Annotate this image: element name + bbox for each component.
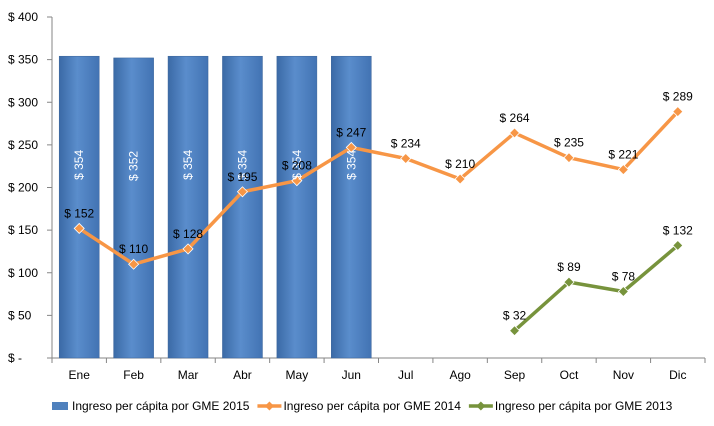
data-point-marker	[563, 276, 575, 288]
y-tick-label: $ 50	[8, 308, 32, 322]
point-data-label: $ 32	[503, 309, 527, 323]
x-tick-label: May	[286, 368, 309, 382]
bar	[58, 55, 100, 359]
data-point-marker	[672, 239, 684, 252]
legend: Ingreso per cápita por GME 2015 Ingreso p…	[52, 399, 673, 413]
bar-data-label: $ 354	[290, 150, 304, 180]
legend-label: Ingreso per cápita por GME 2014	[283, 399, 461, 413]
x-tick-label: Ago	[449, 368, 471, 382]
bar	[113, 57, 154, 359]
legend-marker	[264, 401, 274, 411]
point-data-label: $ 195	[227, 170, 257, 184]
point-data-label: $ 128	[173, 227, 203, 241]
legend-marker	[476, 401, 486, 411]
x-tick-label: Sep	[504, 368, 526, 382]
point-data-label: $ 289	[663, 90, 693, 104]
data-point-marker	[617, 285, 629, 298]
data-labels: $ 354 $ 352 $ 354 $ 354 $ 354 $ 354 $ 152 $ 110…	[64, 90, 693, 323]
bar-data-label: $ 354	[72, 150, 86, 180]
point-data-label: $ 132	[663, 223, 693, 237]
point-data-label: $ 234	[391, 137, 421, 151]
bar-data-label: $ 354	[181, 150, 195, 180]
point-data-label: $ 235	[554, 136, 584, 150]
legend-item: Ingreso per cápita por GME 2014	[257, 399, 461, 413]
point-data-label: $ 247	[336, 125, 366, 139]
y-tick-label: $ 400	[8, 10, 38, 24]
data-point-marker	[291, 175, 303, 187]
point-data-label: $ 152	[64, 206, 94, 220]
x-tick-label: Oct	[560, 368, 579, 382]
series-line	[78, 110, 680, 266]
bar	[276, 55, 318, 359]
data-point-marker	[454, 173, 466, 185]
x-tick-label: Ene	[69, 368, 91, 382]
y-tick-label: $ 300	[8, 95, 38, 109]
legend-label: Ingreso per cápita por GME 2013	[495, 399, 673, 413]
data-point-marker	[73, 222, 85, 234]
data-point-marker	[236, 186, 249, 198]
legend-swatch	[52, 402, 68, 410]
x-tick-label: Nov	[613, 368, 634, 382]
bar	[331, 55, 372, 359]
data-point-marker	[617, 164, 629, 176]
y-tick-label: $ -	[8, 351, 22, 365]
bar-series	[58, 55, 372, 359]
point-data-label: $ 264	[500, 111, 530, 125]
data-point-marker	[508, 127, 521, 139]
data-point-marker	[182, 243, 194, 255]
axes: $ - $ 50 $ 100 $ 150 $ 200 $ 250 $ 300 $ 350 $ 4…	[8, 10, 706, 382]
point-data-label: $ 110	[119, 242, 148, 256]
legend-item: Ingreso per cápita por GME 2013	[468, 399, 673, 413]
y-tick-label: $ 200	[8, 181, 38, 195]
y-tick-label: $ 250	[8, 138, 38, 152]
data-point-marker	[128, 258, 140, 270]
bar-data-label: $ 352	[127, 151, 141, 181]
x-tick-label: Abr	[233, 368, 252, 382]
data-point-marker	[400, 152, 412, 165]
data-point-marker	[672, 106, 684, 118]
x-tick-label: Jun	[342, 368, 361, 382]
bar-data-label: $ 354	[344, 150, 358, 180]
point-data-label: $ 221	[608, 148, 638, 162]
x-tick-label: Jul	[398, 368, 413, 382]
y-tick-label: $ 350	[8, 53, 38, 67]
point-data-label: $ 208	[282, 159, 312, 173]
legend-item: Ingreso per cápita por GME 2015	[52, 399, 250, 413]
bar	[167, 55, 209, 359]
point-data-label: $ 210	[445, 157, 475, 171]
data-point-marker	[508, 325, 521, 337]
y-tick-label: $ 150	[8, 223, 38, 237]
bar-data-label: $ 354	[235, 150, 249, 180]
legend-label: Ingreso per cápita por GME 2015	[72, 399, 250, 413]
data-point-marker	[345, 141, 357, 153]
data-point-marker	[563, 152, 575, 164]
x-tick-label: Mar	[178, 368, 199, 382]
point-data-label: $ 89	[557, 260, 581, 274]
line-series	[73, 106, 684, 337]
series-line	[513, 244, 679, 333]
x-tick-label: Feb	[123, 368, 144, 382]
y-tick-label: $ 100	[8, 266, 38, 280]
x-tick-label: Dic	[669, 368, 686, 382]
point-data-label: $ 78	[612, 270, 636, 284]
